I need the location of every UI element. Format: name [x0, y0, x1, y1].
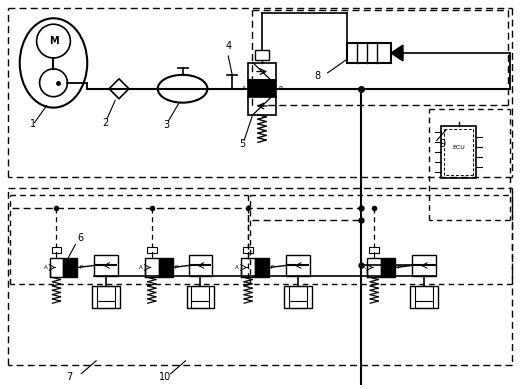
Text: P: P	[79, 265, 82, 270]
Bar	[347, 43, 391, 63]
Bar	[145, 258, 159, 277]
Text: A: A	[242, 86, 246, 91]
Text: 2: 2	[102, 119, 109, 128]
Text: ECU: ECU	[452, 145, 465, 150]
Text: 5: 5	[239, 139, 245, 149]
Bar	[241, 258, 255, 277]
Bar	[412, 254, 436, 277]
Text: 4: 4	[226, 41, 231, 51]
Text: 3: 3	[164, 121, 170, 130]
Bar	[369, 247, 379, 252]
Bar	[97, 286, 115, 308]
Bar	[94, 254, 118, 277]
Text: P: P	[278, 86, 281, 91]
Bar	[50, 258, 63, 277]
Text: A: A	[362, 265, 365, 270]
Text: A: A	[235, 265, 239, 270]
Text: 10: 10	[159, 371, 171, 382]
Bar	[159, 258, 173, 277]
Bar	[248, 80, 276, 97]
Bar	[248, 97, 276, 115]
Text: 1: 1	[30, 119, 36, 130]
Bar	[367, 258, 381, 277]
Bar	[289, 286, 306, 308]
Bar	[188, 254, 212, 277]
Text: 9: 9	[440, 139, 446, 149]
Bar	[284, 286, 312, 308]
Text: P: P	[175, 265, 178, 270]
Bar	[147, 247, 157, 252]
Bar	[192, 286, 209, 308]
Bar	[255, 258, 269, 277]
Text: M: M	[49, 36, 58, 46]
Bar	[286, 254, 310, 277]
Text: A: A	[139, 265, 143, 270]
Text: 8: 8	[315, 71, 321, 81]
Text: 7: 7	[66, 371, 73, 382]
Bar	[63, 258, 77, 277]
Bar	[243, 247, 253, 252]
Text: P: P	[271, 265, 274, 270]
Text: P: P	[397, 265, 400, 270]
Bar	[381, 258, 395, 277]
Text: 6: 6	[77, 233, 84, 243]
Bar	[92, 286, 120, 308]
Text: A: A	[44, 265, 48, 270]
Bar	[248, 63, 276, 80]
Polygon shape	[391, 45, 403, 61]
Bar	[255, 50, 269, 60]
Bar	[441, 126, 477, 178]
Bar	[186, 286, 215, 308]
Bar	[52, 247, 62, 252]
Bar	[410, 286, 438, 308]
Bar	[415, 286, 433, 308]
